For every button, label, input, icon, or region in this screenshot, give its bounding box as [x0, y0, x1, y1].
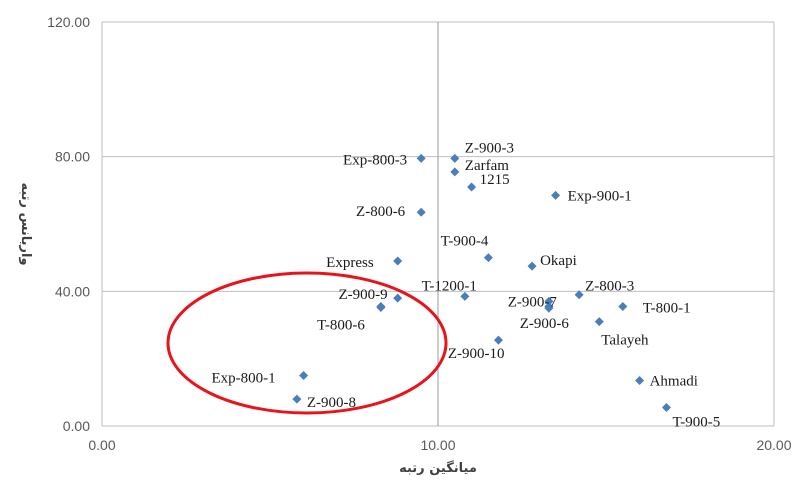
data-point [393, 293, 403, 303]
data-point [460, 291, 470, 301]
data-point [450, 153, 460, 163]
point-label: T-800-6 [317, 317, 365, 333]
y-tick-label: 0.00 [63, 418, 90, 434]
data-points [292, 153, 671, 412]
data-point [635, 376, 645, 386]
x-axis-title: میانگین رتبه [399, 460, 477, 476]
point-label: Express [326, 255, 374, 271]
data-point [551, 190, 561, 200]
data-point [574, 290, 584, 300]
data-point [661, 402, 671, 412]
tick-labels: 0.00 40.00 80.00 120.00 0.00 10.00 20.00 [47, 14, 792, 453]
data-point [376, 302, 386, 312]
data-point [544, 296, 554, 306]
point-label: Okapi [540, 253, 577, 269]
point-label: Exp-800-1 [211, 371, 275, 387]
point-label: T-800-1 [643, 300, 691, 316]
data-point [299, 371, 309, 380]
point-label: Talayeh [601, 333, 649, 349]
point-label: Z-900-9 [339, 287, 388, 303]
point-label: Z-800-6 [356, 204, 406, 220]
point-label: Exp-900-1 [568, 188, 632, 204]
point-label: T-900-5 [672, 414, 720, 430]
y-tick-label: 120.00 [47, 14, 90, 30]
data-point [544, 303, 554, 313]
point-label: Z-900-10 [448, 346, 505, 362]
x-tick-label: 20.00 [756, 437, 791, 453]
data-point [416, 207, 426, 217]
data-point [416, 153, 426, 163]
point-label: Z-900-8 [307, 395, 356, 411]
point-label: Z-900-6 [520, 316, 570, 332]
data-point [467, 182, 477, 192]
data-point [594, 317, 604, 327]
data-point [493, 335, 503, 345]
data-point [618, 301, 628, 311]
point-label: Zarfam [465, 158, 509, 174]
point-label: Z-900-3 [465, 140, 514, 156]
point-label: 1215 [480, 172, 510, 188]
point-label: Exp-800-3 [343, 152, 407, 168]
point-label: Z-800-3 [585, 279, 634, 295]
point-label: Z-900-7 [508, 294, 558, 310]
data-point [450, 167, 460, 177]
data-point [483, 253, 493, 263]
highlight-ellipse [166, 271, 448, 415]
point-label: T-900-4 [441, 234, 489, 250]
data-point [527, 261, 537, 271]
x-tick-label: 10.00 [420, 437, 455, 453]
data-point [292, 394, 302, 404]
y-tick-label: 80.00 [55, 149, 90, 165]
y-axis-title: واریانس رتبه [18, 182, 33, 265]
x-tick-label: 0.00 [88, 437, 115, 453]
y-tick-label: 40.00 [55, 283, 90, 299]
point-label: Ahmadi [650, 374, 698, 390]
data-point [393, 256, 403, 266]
point-label: T-1200-1 [422, 278, 477, 294]
